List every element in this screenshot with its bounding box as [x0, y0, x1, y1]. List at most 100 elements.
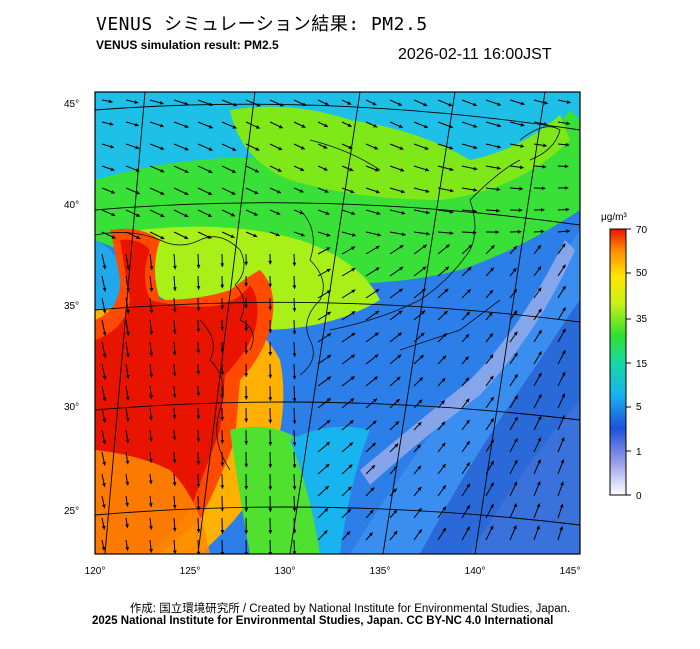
wind-arrowhead — [349, 442, 354, 447]
wind-arrowhead — [244, 304, 249, 309]
wind-arrowhead — [417, 422, 422, 426]
wind-arrowhead — [514, 374, 518, 379]
wind-arrowhead — [514, 438, 518, 443]
wind-arrowhead — [375, 189, 380, 194]
wind-arrowhead — [326, 420, 331, 424]
wind-arrowhead — [351, 211, 356, 216]
wind-arrowhead — [440, 400, 445, 405]
wind-arrowhead — [466, 505, 470, 510]
wind-arrowhead — [125, 375, 130, 379]
wind-arrowhead — [466, 441, 470, 446]
wind-arrowhead — [495, 230, 500, 235]
wind-arrowhead — [490, 504, 494, 509]
wind-arrowhead — [514, 395, 518, 400]
wind-arrowhead — [196, 461, 201, 465]
wind-arrowhead — [426, 231, 430, 236]
wind-arrowhead — [416, 444, 421, 449]
wind-arrowhead — [300, 232, 305, 237]
colorbar-tick: 50 — [636, 268, 648, 279]
wind-arrowhead — [448, 124, 453, 129]
wind-arrowhead — [325, 463, 330, 468]
wind-arrowhead — [350, 398, 355, 402]
wind-arrowhead — [560, 437, 565, 442]
wind-arrowhead — [373, 123, 378, 128]
wind-arrowhead — [417, 486, 422, 491]
wind-arrowhead — [220, 326, 225, 331]
wind-arrowhead — [465, 419, 470, 424]
wind-arrowhead — [490, 439, 494, 444]
colorbar-unit: μg/m³ — [601, 212, 627, 223]
wind-arrowhead — [324, 101, 329, 106]
wind-arrowhead — [172, 287, 177, 291]
wind-arrowhead — [421, 310, 426, 315]
wind-arrowhead — [399, 266, 404, 271]
wind-arrowhead — [292, 330, 297, 335]
wind-arrowhead — [490, 267, 494, 272]
wind-arrowhead — [102, 461, 107, 466]
wind-arrowhead — [442, 527, 446, 532]
wind-arrowhead — [126, 331, 130, 336]
wind-arrowhead — [102, 375, 107, 380]
wind-arrowhead — [538, 372, 542, 377]
wind-arrowhead — [375, 245, 380, 250]
wind-arrowhead — [160, 191, 165, 195]
wind-arrowhead — [149, 416, 153, 421]
wind-arrowhead — [422, 266, 427, 271]
wind-arrowhead — [102, 483, 106, 487]
wind-arrowhead — [125, 353, 130, 358]
lon-label: 140° — [465, 566, 486, 577]
wind-arrowhead — [371, 465, 375, 469]
wind-arrowhead — [394, 443, 399, 448]
wind-arrowhead — [397, 332, 402, 337]
wind-arrowhead — [135, 145, 140, 150]
wind-arrowhead — [102, 397, 107, 402]
lat-label: 40° — [64, 200, 79, 211]
wind-arrowhead — [401, 232, 406, 237]
wind-arrowhead — [566, 100, 571, 104]
wind-arrowhead — [537, 437, 542, 442]
wind-arrowhead — [268, 464, 273, 468]
wind-arrowhead — [208, 191, 213, 196]
wind-arrowhead — [375, 289, 380, 293]
wind-arrowhead — [326, 233, 331, 237]
wind-arrowhead — [423, 124, 428, 129]
wind-arrowhead — [445, 244, 450, 249]
wind-arrowhead — [561, 264, 566, 269]
wind-arrowhead — [148, 503, 153, 507]
wind-arrowhead — [566, 229, 571, 234]
wind-arrowhead — [449, 209, 454, 214]
wind-arrowhead — [196, 349, 201, 354]
wind-arrowhead — [276, 211, 281, 215]
wind-arrowhead — [220, 507, 225, 512]
colorbar-scale — [609, 228, 627, 496]
wind-arrowhead — [160, 213, 165, 218]
wind-arrowhead — [292, 262, 297, 267]
wind-arrowhead — [348, 464, 353, 469]
wind-arrowhead — [172, 414, 177, 419]
wind-arrowhead — [395, 398, 400, 403]
wind-arrowhead — [268, 397, 273, 401]
wind-arrowhead — [561, 350, 566, 355]
wind-arrowhead — [393, 466, 398, 470]
timestamp: 2026-02-11 16:00JST — [398, 46, 552, 63]
wind-arrowhead — [208, 124, 213, 129]
wind-arrowhead — [220, 417, 225, 421]
wind-arrowhead — [349, 420, 354, 424]
lon-label: 135° — [370, 566, 391, 577]
wind-arrowhead — [196, 328, 201, 333]
lat-label: 45° — [64, 99, 79, 110]
wind-arrowhead — [537, 245, 541, 250]
wind-arrowhead — [299, 210, 304, 215]
lon-label: 120° — [85, 566, 106, 577]
wind-arrowhead — [375, 267, 380, 272]
wind-arrowhead — [561, 393, 566, 398]
wind-arrowhead — [292, 420, 297, 424]
wind-arrowhead — [323, 167, 328, 171]
wind-arrowhead — [268, 508, 273, 512]
page-title-jp: VENUS シミュレーション結果: PM2.5 — [96, 14, 428, 35]
lat-label: 25° — [64, 506, 79, 517]
wind-arrowhead — [172, 482, 177, 486]
wind-arrowhead — [538, 351, 542, 356]
wind-arrowhead — [497, 123, 502, 128]
wind-arrowhead — [562, 285, 566, 290]
